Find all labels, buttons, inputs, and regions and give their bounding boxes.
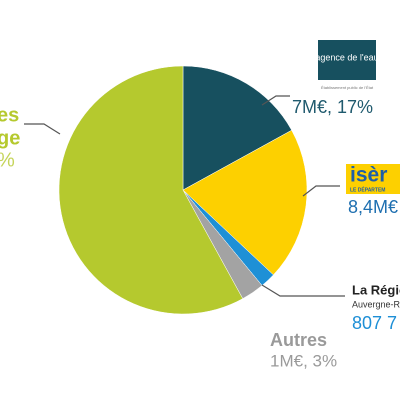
pie-slice — [182, 65, 293, 191]
pie-slice — [58, 65, 244, 315]
category-subline: ge — [0, 127, 20, 149]
category-subline: Auvergne-Rh — [352, 299, 400, 309]
logo-text: agence de l'eau — [315, 52, 378, 62]
value-label: % — [0, 149, 15, 171]
value-label: 8,4M€ — [348, 197, 398, 217]
leader-line — [261, 95, 290, 106]
leader-line — [302, 185, 340, 197]
value-label: 1M€, 3% — [270, 351, 337, 370]
leader-line — [261, 284, 345, 297]
pie-slice — [182, 129, 308, 276]
category-label: es — [0, 104, 19, 126]
category-label: La Régio — [352, 282, 400, 297]
leader-line — [24, 123, 61, 135]
logo-box — [346, 164, 400, 194]
logo-subtext: Établissement public de l'État — [321, 85, 374, 90]
logo-subtext: LE DÉPARTEM — [350, 185, 385, 193]
value-label: 807 7 — [352, 313, 397, 333]
logo-text: isèr — [350, 164, 387, 187]
value-label: 7M€, 17% — [292, 97, 373, 117]
logo-box — [318, 40, 376, 80]
category-label: Autres — [270, 330, 327, 350]
